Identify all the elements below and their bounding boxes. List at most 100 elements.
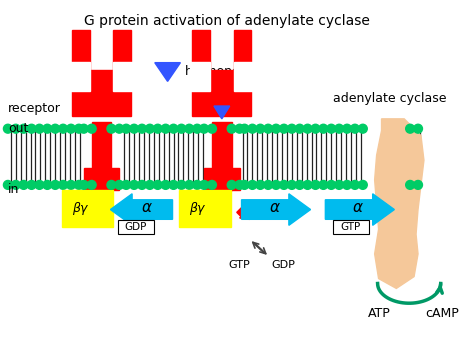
Circle shape (263, 124, 272, 133)
Circle shape (342, 124, 351, 133)
Circle shape (59, 180, 67, 189)
FancyArrow shape (74, 207, 86, 219)
Circle shape (334, 180, 343, 189)
Circle shape (122, 124, 130, 133)
Circle shape (4, 180, 12, 189)
Circle shape (43, 180, 52, 189)
Circle shape (334, 124, 343, 133)
Text: ATP: ATP (367, 307, 390, 320)
Circle shape (74, 124, 83, 133)
Text: receptor: receptor (8, 103, 61, 115)
Circle shape (74, 180, 83, 189)
Circle shape (43, 124, 52, 133)
Circle shape (255, 180, 264, 189)
Polygon shape (213, 106, 229, 119)
Circle shape (129, 180, 138, 189)
Circle shape (87, 180, 96, 189)
Circle shape (27, 180, 36, 189)
Circle shape (240, 180, 248, 189)
Circle shape (50, 124, 60, 133)
Circle shape (145, 124, 154, 133)
Circle shape (107, 180, 116, 189)
Circle shape (129, 124, 138, 133)
Circle shape (35, 124, 44, 133)
Circle shape (153, 124, 162, 133)
Circle shape (318, 180, 327, 189)
Circle shape (271, 124, 280, 133)
Circle shape (263, 180, 272, 189)
Circle shape (310, 180, 319, 189)
Bar (190, 62, 210, 91)
Circle shape (240, 124, 248, 133)
Circle shape (185, 124, 193, 133)
Circle shape (350, 180, 358, 189)
FancyBboxPatch shape (332, 220, 368, 234)
Text: βγ: βγ (189, 202, 204, 215)
Circle shape (235, 124, 243, 133)
Circle shape (67, 124, 75, 133)
Circle shape (358, 124, 366, 133)
Circle shape (295, 124, 303, 133)
Circle shape (153, 180, 162, 189)
Bar (113, 30, 131, 69)
Circle shape (413, 180, 421, 189)
Circle shape (4, 124, 12, 133)
Text: GTP: GTP (228, 260, 250, 270)
Bar (212, 122, 231, 190)
Circle shape (302, 124, 311, 133)
Circle shape (169, 124, 178, 133)
Circle shape (107, 124, 116, 133)
Circle shape (207, 124, 216, 133)
Circle shape (11, 124, 20, 133)
Circle shape (295, 180, 303, 189)
Bar (113, 62, 133, 91)
Circle shape (207, 180, 216, 189)
Text: GDP: GDP (124, 222, 147, 232)
Circle shape (177, 124, 185, 133)
Circle shape (79, 124, 88, 133)
Circle shape (35, 180, 44, 189)
Circle shape (358, 180, 366, 189)
Bar (70, 62, 90, 91)
Circle shape (192, 124, 201, 133)
Circle shape (79, 180, 88, 189)
Text: G protein activation of adenylate cyclase: G protein activation of adenylate cyclas… (84, 14, 369, 28)
Text: α: α (352, 200, 362, 215)
Circle shape (279, 180, 288, 189)
Circle shape (192, 180, 201, 189)
Circle shape (122, 180, 130, 189)
Circle shape (310, 124, 319, 133)
Circle shape (302, 180, 311, 189)
Circle shape (350, 124, 358, 133)
Circle shape (19, 180, 28, 189)
Circle shape (137, 180, 146, 189)
Bar (62, 190, 113, 227)
FancyArrow shape (110, 194, 172, 225)
Circle shape (279, 124, 288, 133)
Circle shape (318, 124, 327, 133)
Circle shape (405, 180, 414, 189)
Text: adenylate cyclase: adenylate cyclase (332, 91, 445, 105)
Circle shape (169, 180, 178, 189)
Bar (84, 168, 119, 190)
Circle shape (161, 180, 170, 189)
Circle shape (199, 180, 208, 189)
Circle shape (59, 124, 67, 133)
Circle shape (271, 180, 280, 189)
Circle shape (67, 180, 75, 189)
Circle shape (199, 124, 208, 133)
Circle shape (19, 124, 28, 133)
Circle shape (137, 124, 146, 133)
Circle shape (247, 180, 256, 189)
Text: cAMP: cAMP (424, 307, 458, 320)
Circle shape (227, 124, 235, 133)
Circle shape (87, 124, 96, 133)
Text: GTP: GTP (340, 222, 360, 232)
Bar (233, 62, 253, 91)
Circle shape (342, 180, 351, 189)
Circle shape (413, 124, 421, 133)
Bar (233, 30, 251, 69)
FancyArrow shape (325, 194, 393, 225)
Bar (91, 122, 111, 190)
Circle shape (326, 124, 335, 133)
